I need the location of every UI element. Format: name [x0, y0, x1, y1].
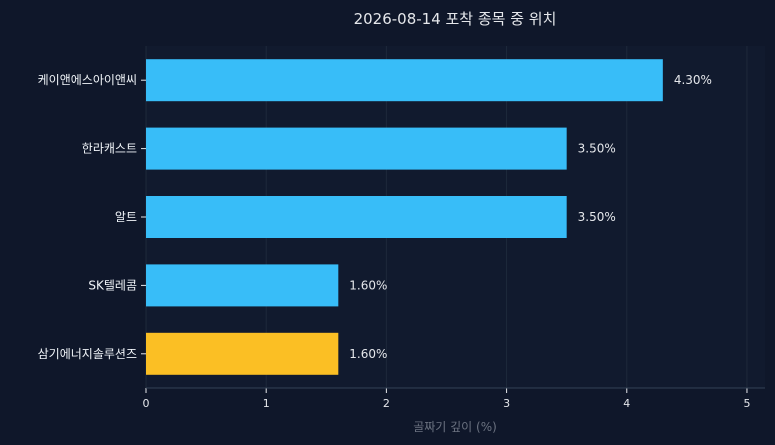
bars [146, 59, 663, 375]
category-label: 한라캐스트 [82, 142, 137, 156]
category-label: SK텔레콤 [88, 278, 137, 292]
value-label: 1.60% [349, 278, 387, 292]
x-tick-label: 4 [623, 397, 630, 410]
x-tick-label: 3 [503, 397, 510, 410]
value-labels: 4.30% 3.50% 3.50% 1.60% 1.60% [349, 73, 712, 361]
category-label: 삼기에너지솔루션즈 [38, 347, 137, 361]
value-label: 1.60% [349, 347, 387, 361]
value-label: 3.50% [578, 142, 616, 156]
x-ticks: 0 1 2 3 4 5 [143, 387, 765, 410]
bar [146, 196, 567, 238]
value-label: 4.30% [674, 73, 712, 87]
x-tick-label: 5 [743, 397, 750, 410]
value-label: 3.50% [578, 210, 616, 224]
bar [146, 59, 663, 102]
bar [146, 332, 339, 375]
chart-title: 2026-08-14 포착 종목 중 위치 [354, 10, 557, 28]
x-axis-label: 골짜기 깊이 (%) [413, 420, 497, 434]
category-label: 케이앤에스아이앤씨 [38, 73, 137, 87]
bar [146, 127, 567, 170]
bar [146, 264, 339, 307]
x-tick-label: 0 [143, 397, 150, 410]
category-label: 알트 [115, 210, 137, 224]
x-tick-label: 2 [383, 397, 390, 410]
x-tick-label: 1 [263, 397, 270, 410]
